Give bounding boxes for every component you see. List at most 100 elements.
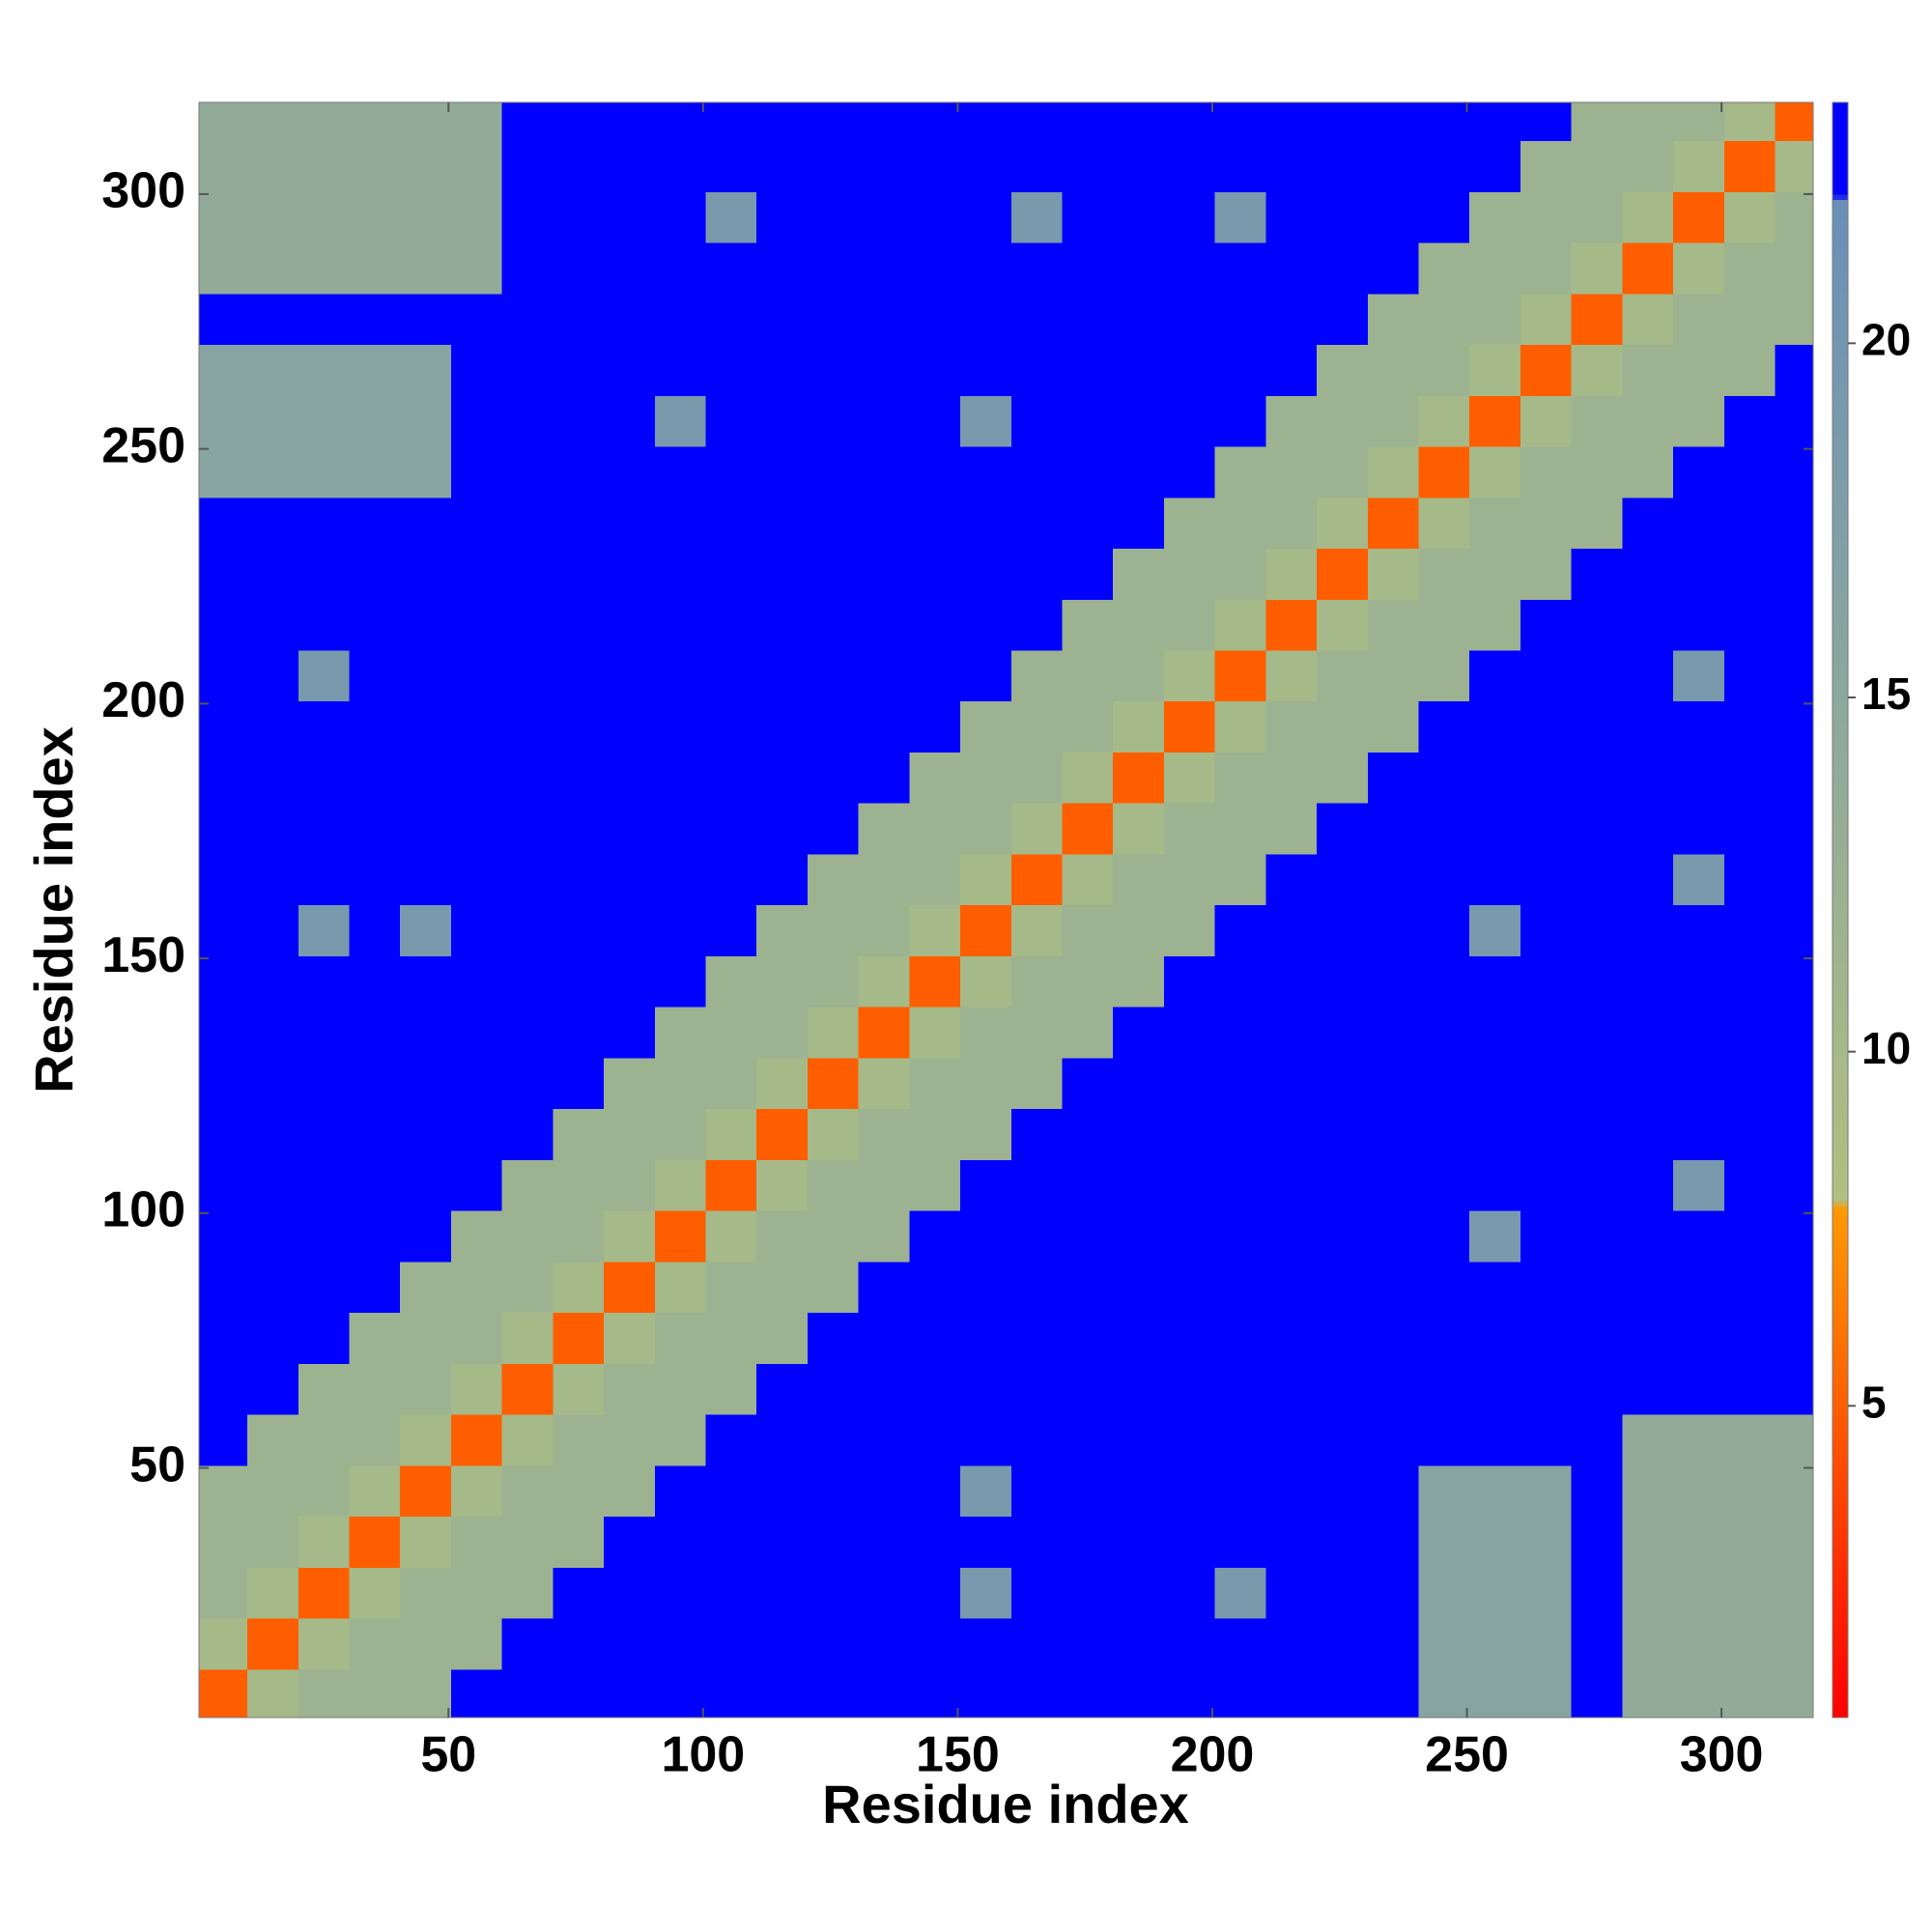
heatmap-cell: [1469, 242, 1521, 295]
heatmap-cell: [349, 1516, 401, 1568]
heatmap-cell: [1469, 548, 1521, 600]
heatmap-cell: [553, 599, 605, 651]
heatmap-cell: [1265, 102, 1318, 142]
heatmap-cell: [349, 1567, 401, 1619]
heatmap-cell: [1775, 548, 1813, 600]
heatmap-cell: [1265, 1618, 1318, 1670]
heatmap-cell: [1010, 650, 1063, 702]
colorbar-segment: [1833, 781, 1848, 787]
heatmap-cell: [909, 446, 961, 498]
heatmap-cell: [247, 242, 299, 295]
heatmap-cell: [1723, 395, 1776, 447]
heatmap-cell: [1775, 242, 1813, 295]
heatmap-cell: [1571, 1363, 1623, 1415]
heatmap-cell: [298, 446, 351, 498]
heatmap-cell: [756, 1516, 809, 1568]
heatmap-cell: [553, 102, 605, 142]
heatmap-cell: [604, 1668, 656, 1718]
heatmap-cell: [1571, 1464, 1623, 1518]
heatmap-cell: [1571, 344, 1623, 396]
colorbar-segment: [1833, 527, 1848, 534]
colorbar-segment: [1833, 1034, 1848, 1040]
heatmap-cell: [1418, 140, 1470, 192]
heatmap-cell: [1520, 1363, 1573, 1415]
colorbar-segment: [1833, 247, 1848, 254]
heatmap-cell: [604, 102, 656, 142]
colorbar-segment: [1833, 737, 1848, 744]
colorbar-segment: [1833, 231, 1848, 238]
heatmap-cell: [247, 1414, 299, 1466]
heatmap-cell: [199, 1464, 248, 1518]
heatmap-cell: [1163, 344, 1216, 396]
heatmap-cell: [705, 242, 757, 295]
heatmap-cell: [1775, 140, 1813, 192]
heatmap-cell: [1113, 1567, 1165, 1619]
heatmap-cell: [1062, 650, 1114, 702]
colorbar-segment: [1833, 285, 1848, 292]
heatmap-cell: [553, 904, 605, 956]
colorbar-segment: [1833, 582, 1848, 588]
heatmap-cell: [756, 1414, 809, 1466]
heatmap-cell: [960, 904, 1012, 956]
heatmap-cell: [960, 1414, 1012, 1466]
heatmap-cell: [1163, 599, 1216, 651]
heatmap-cell: [1673, 1618, 1725, 1670]
heatmap-cell: [247, 599, 299, 651]
heatmap-cell: [199, 102, 248, 142]
colorbar-segment: [1833, 867, 1848, 873]
heatmap-cell: [199, 548, 248, 600]
heatmap-cell: [553, 1312, 605, 1364]
heatmap-cell: [1673, 102, 1725, 142]
colorbar-segment: [1833, 1227, 1848, 1234]
heatmap-cell: [1163, 1414, 1216, 1466]
heatmap-cell: [756, 1057, 809, 1110]
heatmap-cell: [1571, 140, 1623, 192]
heatmap-cell: [1062, 1668, 1114, 1718]
heatmap-cell: [1367, 1363, 1419, 1415]
heatmap-cell: [1673, 344, 1725, 396]
heatmap-cell: [1163, 1108, 1216, 1160]
heatmap-cell: [247, 191, 299, 243]
heatmap-cell: [1723, 191, 1776, 243]
heatmap-cell: [705, 955, 757, 1008]
heatmap-cell: [199, 1108, 248, 1160]
heatmap-cell: [501, 904, 554, 956]
heatmap-cell: [349, 904, 401, 956]
heatmap-cell: [1010, 191, 1063, 243]
heatmap-cell: [349, 293, 401, 346]
heatmap-cell: [705, 548, 757, 600]
heatmap-cell: [960, 1516, 1012, 1568]
heatmap-cell: [349, 650, 401, 702]
heatmap-cell: [1622, 1007, 1674, 1059]
colorbar-segment: [1833, 102, 1848, 109]
heatmap-cell: [298, 1159, 351, 1211]
colorbar-segment: [1833, 172, 1848, 179]
heatmap-cell: [1673, 1668, 1725, 1718]
heatmap-cell: [1265, 853, 1318, 906]
heatmap-cell: [450, 1567, 503, 1619]
heatmap-cell: [1062, 1618, 1114, 1670]
colorbar-segment: [1833, 1319, 1848, 1325]
heatmap-cell: [1418, 853, 1470, 906]
colorbar-tick-label: 5: [1861, 1377, 1887, 1427]
heatmap-cell: [400, 1414, 452, 1466]
colorbar-segment: [1833, 1631, 1848, 1637]
heatmap-cell: [858, 140, 910, 192]
heatmap-cell: [1673, 700, 1725, 753]
colorbar-segment: [1833, 990, 1848, 997]
colorbar-segment: [1833, 635, 1848, 641]
colorbar-segment: [1833, 586, 1848, 593]
heatmap-cell: [1214, 1567, 1266, 1619]
heatmap-cell: [1775, 1567, 1813, 1619]
colorbar-segment: [1833, 1534, 1848, 1541]
heatmap-cell: [654, 599, 706, 651]
heatmap-cell: [1622, 803, 1674, 855]
colorbar-segment: [1833, 301, 1848, 308]
colorbar-segment: [1833, 592, 1848, 599]
heatmap-cell: [1520, 293, 1573, 346]
heatmap-cell: [1163, 140, 1216, 192]
colorbar-segment: [1833, 344, 1848, 351]
x-tick-label: 250: [1425, 1727, 1509, 1783]
heatmap-cell: [909, 853, 961, 906]
